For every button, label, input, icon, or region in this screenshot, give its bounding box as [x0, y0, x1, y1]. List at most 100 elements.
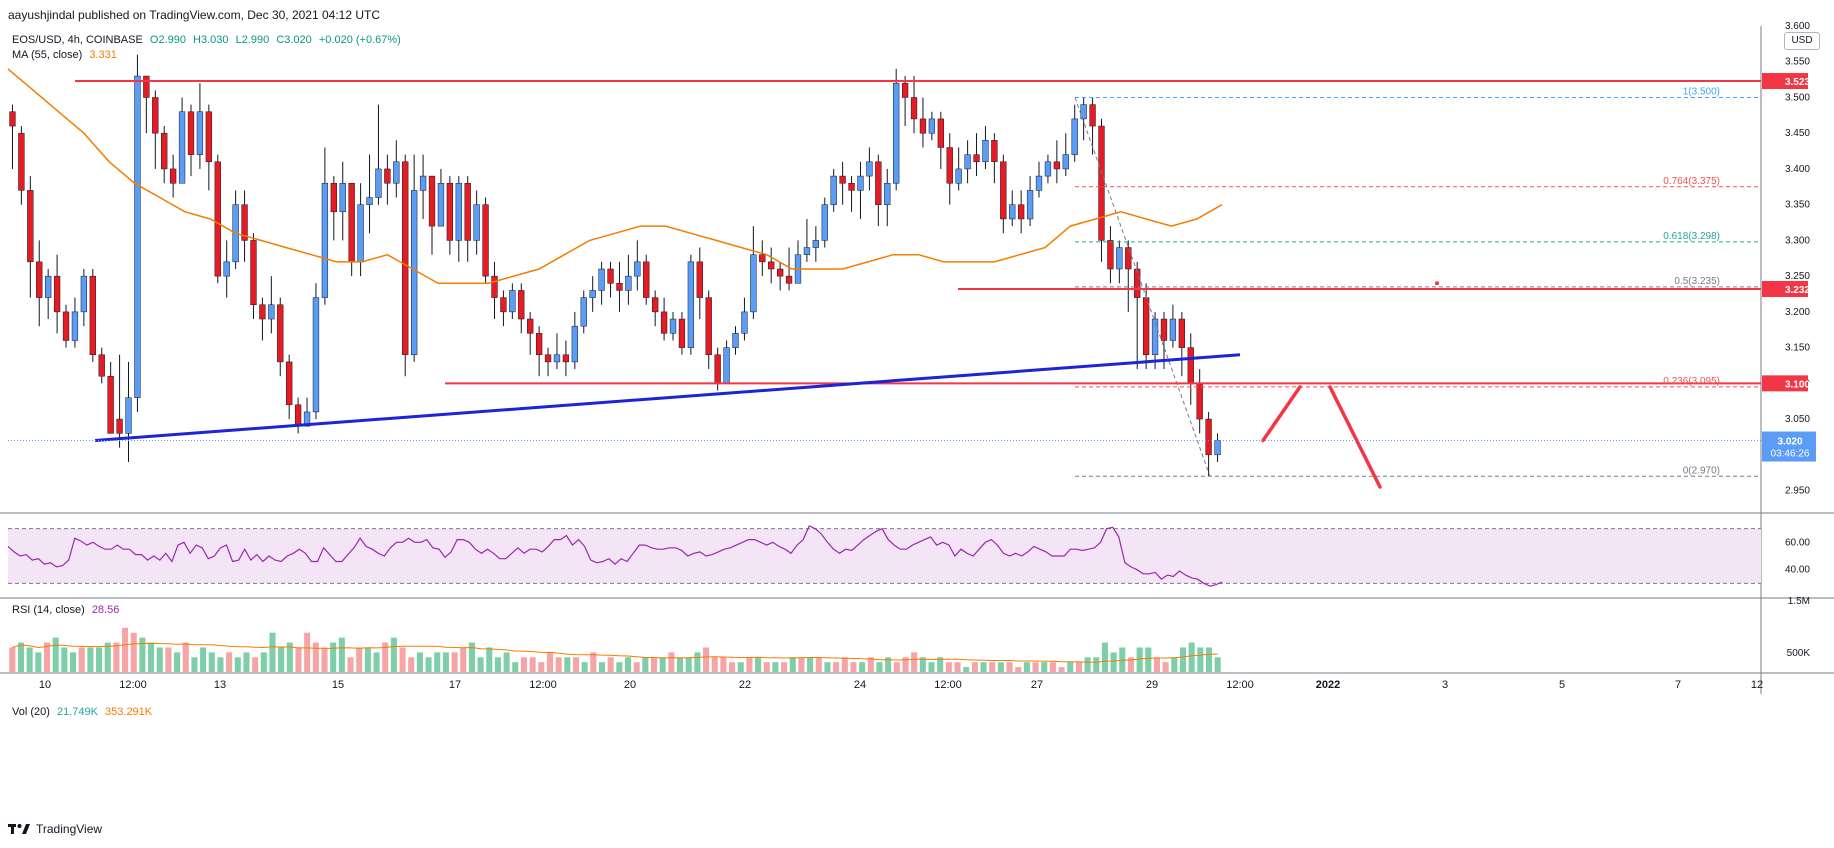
volume-bar	[252, 657, 259, 672]
candle-body	[339, 182, 346, 213]
candle-body	[785, 275, 793, 284]
time-tick-label: 17	[449, 679, 461, 691]
volume-bar	[893, 662, 900, 672]
tradingview-logo-icon	[8, 824, 30, 834]
volume-bar	[945, 662, 952, 672]
candle-body	[937, 118, 944, 148]
price-level-label: 3.523	[1785, 77, 1810, 88]
volume-bar	[416, 652, 423, 672]
volume-bar	[1188, 642, 1195, 672]
projection-arrow-line	[1328, 385, 1382, 489]
volume-bar	[694, 652, 701, 672]
candle-body	[643, 261, 650, 298]
publisher-bar: aayushjindal published on TradingView.co…	[0, 0, 1834, 28]
candle-body	[678, 318, 686, 348]
volume-bar	[963, 667, 970, 672]
candle-body	[312, 297, 320, 413]
candle-body	[669, 318, 677, 334]
rsi-value: 28.56	[91, 604, 120, 616]
volume-bar	[139, 637, 146, 672]
volume-bar	[468, 642, 475, 672]
candle-body	[196, 111, 204, 155]
volume-legend[interactable]: Vol (20) 21.749K 353.291K	[12, 706, 156, 718]
volume-bar	[503, 652, 510, 672]
volume-bar	[226, 652, 233, 672]
candle-body	[1000, 161, 1007, 220]
candle-body	[62, 311, 70, 341]
time-tick-label: 12:00	[1226, 679, 1254, 691]
rsi-line	[7, 525, 1223, 587]
price-tick-label: 3.300	[1785, 235, 1810, 246]
volume-bar	[1101, 642, 1108, 672]
volume-bar	[364, 647, 371, 672]
candle-body	[464, 182, 471, 241]
fib-level-label: 0.236(3.095)	[1663, 376, 1720, 387]
volume-bar	[1171, 657, 1178, 672]
volume-bar	[243, 652, 250, 672]
candle-body	[18, 132, 25, 191]
candle-body	[1071, 118, 1078, 155]
volume-bar	[581, 662, 588, 672]
time-tick-label: 2022	[1316, 679, 1340, 691]
candle-body	[98, 354, 105, 377]
candle-body	[143, 75, 150, 98]
volume-bar	[798, 657, 805, 672]
volume-bar	[35, 652, 42, 672]
volume-bar	[624, 657, 632, 672]
volume-bar	[200, 647, 207, 672]
volume-bar	[269, 632, 276, 672]
candle-body	[884, 182, 891, 205]
volume-bar	[1041, 662, 1048, 672]
volume-bar	[590, 652, 597, 672]
volume-bar	[720, 657, 727, 672]
candle-body	[544, 354, 552, 363]
volume-bar	[668, 652, 675, 672]
volume-bar	[312, 642, 319, 672]
fib-level-label: 0(2.970)	[1683, 465, 1720, 476]
candle-body	[955, 168, 962, 184]
publisher-line: aayushjindal published on TradingView.co…	[8, 8, 381, 22]
volume-bar	[1058, 667, 1065, 672]
candle-body	[366, 197, 373, 205]
candle-body	[161, 132, 168, 170]
candle-body	[803, 247, 811, 255]
volume-bar	[17, 642, 25, 672]
candle-body	[580, 297, 587, 327]
volume-bar	[148, 642, 155, 672]
volume-bar	[997, 662, 1004, 672]
candle-body	[589, 290, 596, 298]
candle-body	[1098, 125, 1105, 241]
price-tick-label: 3.600	[1785, 21, 1810, 32]
price-level-badge	[1762, 281, 1808, 298]
ma-value: 3.331	[89, 49, 117, 61]
time-tick-label: 13	[214, 679, 226, 691]
price-level-badge	[1762, 73, 1808, 90]
candle-body	[491, 275, 498, 298]
time-tick-label: 5	[1559, 679, 1565, 691]
time-tick-label: 12:00	[529, 679, 557, 691]
volume-bar	[1032, 662, 1039, 672]
symbol-name: EOS/USD, 4h, COINBASE	[12, 34, 143, 46]
price-level-badge	[1762, 375, 1808, 392]
candle-body	[1018, 204, 1025, 220]
candle-body	[1214, 440, 1221, 456]
candle-body	[776, 268, 784, 277]
volume-bar	[763, 662, 770, 672]
volume-bar	[677, 657, 684, 672]
candle-body	[634, 261, 641, 277]
volume-bar	[529, 657, 536, 672]
candle-body	[1134, 268, 1141, 298]
volume-bar	[130, 632, 137, 672]
price-tick-label: 3.050	[1785, 414, 1810, 425]
currency-badge[interactable]: USD	[1784, 32, 1820, 50]
candle-body	[223, 261, 230, 277]
candle-body	[419, 175, 427, 191]
volume-bar	[442, 652, 449, 672]
rsi-legend[interactable]: RSI (14, close) 28.56	[12, 604, 123, 616]
volume-bar	[477, 657, 484, 672]
candle-body	[1062, 154, 1069, 170]
ma-legend[interactable]: MA (55, close) 3.331	[12, 49, 121, 61]
candle-body	[1009, 204, 1016, 220]
volume-bar	[711, 657, 718, 672]
